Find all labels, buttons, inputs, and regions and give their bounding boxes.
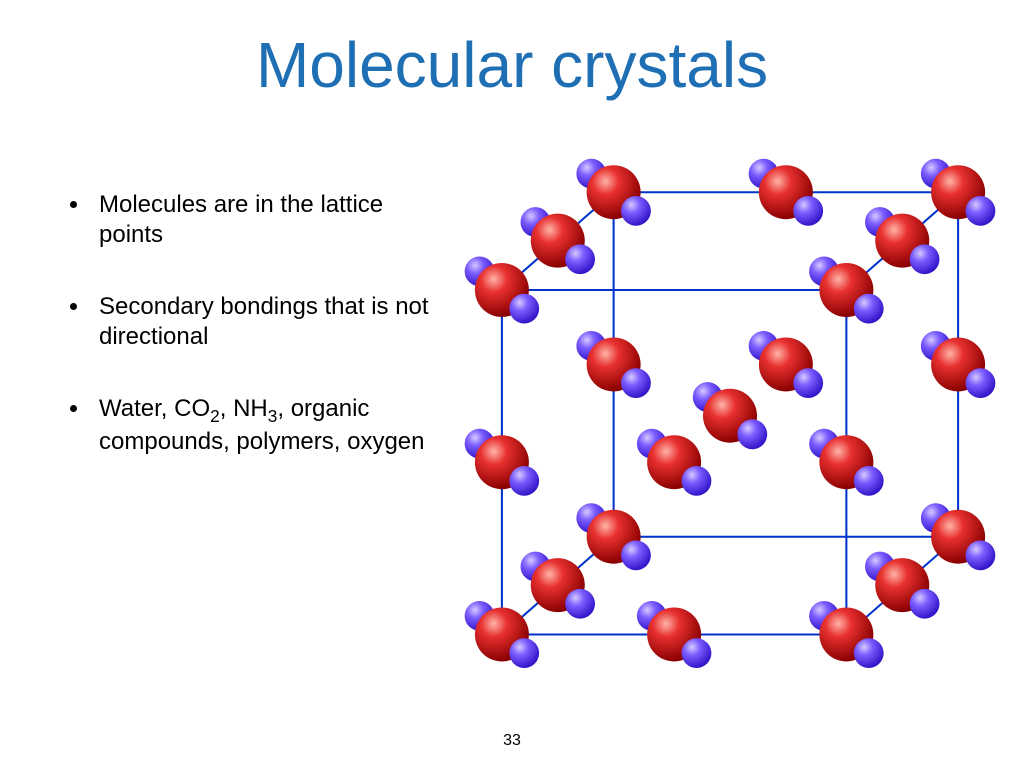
bullet-dot-icon — [70, 405, 77, 412]
molecule — [749, 331, 823, 398]
bullet-list: Molecules are in the lattice points Seco… — [70, 190, 450, 499]
list-item: Molecules are in the lattice points — [70, 190, 450, 250]
molecule — [637, 429, 711, 496]
molecule — [921, 331, 995, 398]
molecule — [637, 601, 711, 668]
molecule — [749, 159, 823, 226]
list-item-text: Water, CO2, NH3, organic compounds, poly… — [99, 394, 450, 457]
page-number: 33 — [0, 732, 1024, 750]
bullet-dot-icon — [70, 303, 77, 310]
small-atom — [682, 638, 712, 668]
small-atom — [509, 294, 539, 324]
small-atom — [621, 196, 651, 226]
slide: Molecular crystals Molecules are in the … — [0, 0, 1024, 768]
small-atom — [854, 466, 884, 496]
crystal-lattice-diagram — [460, 145, 1000, 705]
small-atom — [565, 244, 595, 274]
small-atom — [509, 638, 539, 668]
molecule — [693, 382, 767, 449]
small-atom — [910, 589, 940, 619]
small-atom — [966, 196, 996, 226]
list-item-text: Molecules are in the lattice points — [99, 190, 450, 250]
small-atom — [910, 244, 940, 274]
lattice-svg — [460, 145, 1000, 705]
small-atom — [854, 294, 884, 324]
molecule — [465, 429, 539, 496]
small-atom — [854, 638, 884, 668]
bullet-dot-icon — [70, 201, 77, 208]
list-item: Water, CO2, NH3, organic compounds, poly… — [70, 394, 450, 457]
molecule — [576, 331, 650, 398]
small-atom — [737, 419, 767, 449]
lattice-molecules — [465, 159, 996, 668]
small-atom — [966, 368, 996, 398]
slide-title: Molecular crystals — [0, 28, 1024, 102]
small-atom — [621, 368, 651, 398]
small-atom — [682, 466, 712, 496]
small-atom — [793, 368, 823, 398]
small-atom — [509, 466, 539, 496]
list-item: Secondary bondings that is not direction… — [70, 292, 450, 352]
small-atom — [565, 589, 595, 619]
list-item-text: Secondary bondings that is not direction… — [99, 292, 450, 352]
molecule — [809, 429, 883, 496]
small-atom — [966, 540, 996, 570]
small-atom — [621, 540, 651, 570]
small-atom — [793, 196, 823, 226]
